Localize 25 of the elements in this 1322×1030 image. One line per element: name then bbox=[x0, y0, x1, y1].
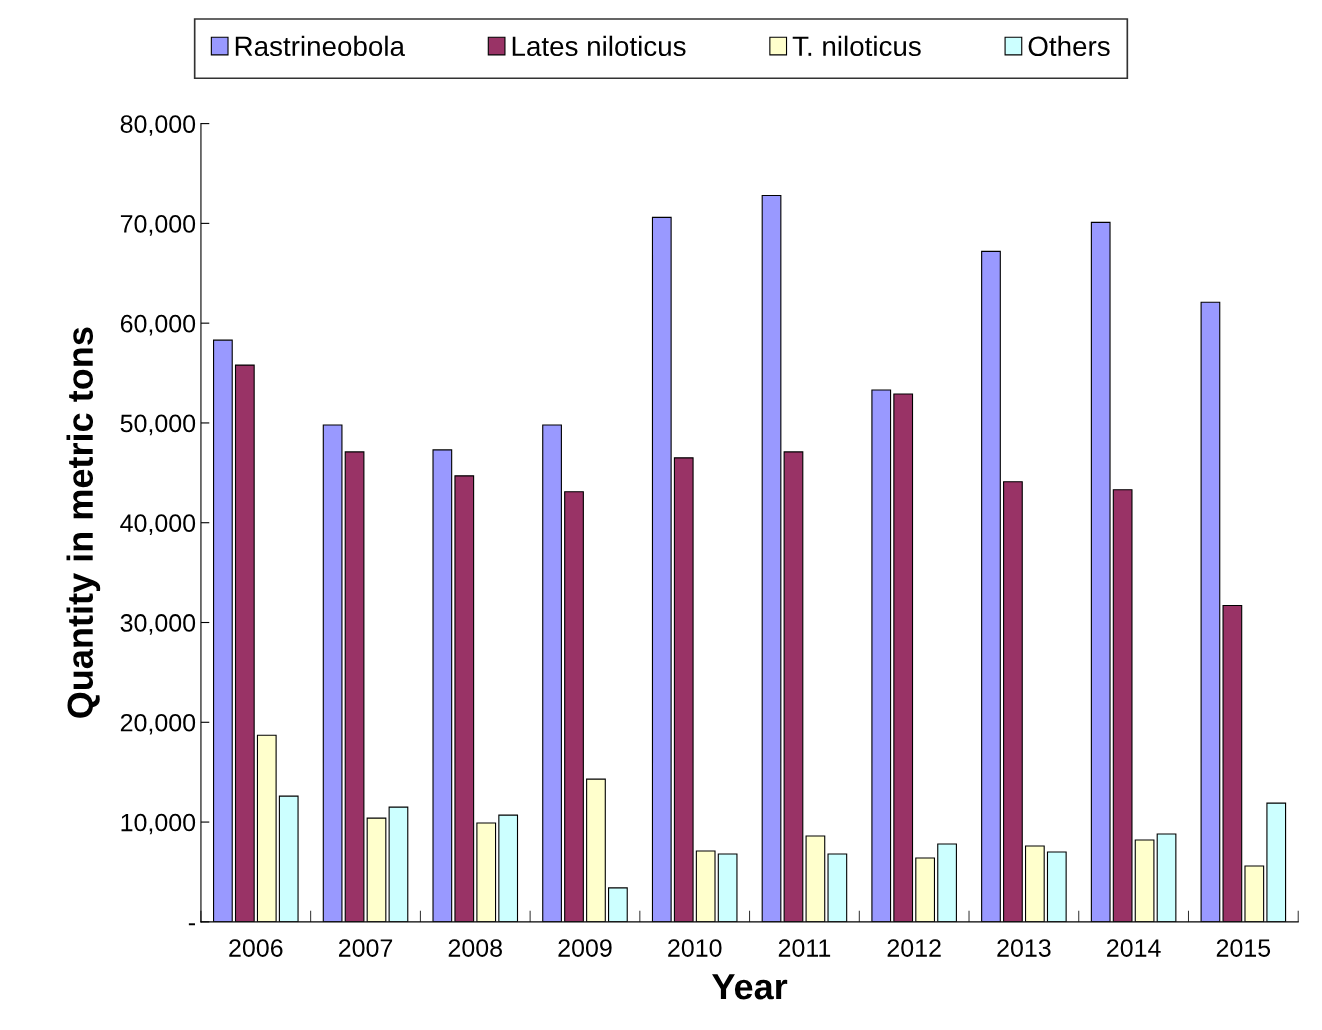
y-axis-title: Quantity in metric tons bbox=[66, 327, 101, 718]
legend-label: Others bbox=[1028, 35, 1110, 57]
y-tick-label: - bbox=[188, 923, 195, 926]
y-tick-label: 80,000 bbox=[120, 115, 196, 136]
y-tick-label: 20,000 bbox=[120, 713, 196, 735]
legend-label: Rastrineobola bbox=[235, 35, 405, 57]
x-tick-label: 2013 bbox=[997, 939, 1051, 957]
y-tick-label: 30,000 bbox=[120, 614, 196, 635]
legend-label: T. niloticus bbox=[792, 35, 921, 57]
x-axis-title: Year bbox=[712, 974, 788, 1000]
y-tick-label: 60,000 bbox=[120, 314, 196, 336]
x-tick-label: 2012 bbox=[887, 939, 941, 957]
legend-label: Lates niloticus bbox=[512, 35, 686, 57]
x-tick-label: 2007 bbox=[338, 939, 393, 957]
x-tick-label: 2008 bbox=[448, 939, 502, 957]
x-tick-label: 2015 bbox=[1216, 939, 1271, 957]
y-tick-label: 70,000 bbox=[120, 214, 196, 236]
x-tick-label: 2006 bbox=[229, 939, 283, 957]
x-tick-label: 2011 bbox=[778, 939, 831, 957]
y-tick-label: 40,000 bbox=[120, 514, 196, 535]
x-tick-label: 2014 bbox=[1107, 939, 1161, 957]
y-tick-label: 10,000 bbox=[121, 813, 196, 835]
y-tick-label: 50,000 bbox=[120, 414, 196, 436]
x-tick-label: 2010 bbox=[668, 939, 722, 957]
x-tick-label: 2009 bbox=[558, 939, 612, 957]
